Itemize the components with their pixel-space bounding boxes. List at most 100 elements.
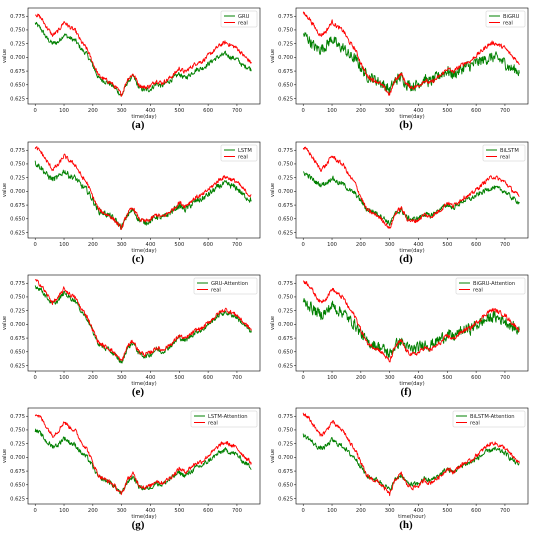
legend-box (193, 277, 258, 295)
legend-label: real (208, 420, 218, 426)
x-tick-label: 300 (117, 242, 127, 248)
x-tick-label: 700 (500, 508, 510, 514)
y-tick-label: 0.725 (10, 41, 25, 47)
legend-box (452, 410, 526, 428)
y-tick-label: 0.750 (278, 295, 293, 301)
y-tick-label: 0.775 (278, 14, 293, 20)
legend-label: real (500, 154, 510, 160)
y-axis-label: value (270, 316, 276, 330)
chart-panel: 0 100 200 300 400 500 600 700 0.625 0.650 0.675 0.7… (2, 141, 261, 265)
y-tick-label: 0.625 (10, 230, 25, 236)
x-tick-label: 300 (117, 508, 127, 514)
panel-caption: (b) (399, 119, 413, 131)
x-tick-label: 700 (232, 108, 242, 114)
series-line-gru (34, 21, 252, 96)
plot-frame (295, 407, 529, 505)
chart-panel: 0 100 200 300 400 500 600 700 0.625 0.650 0.675 0.7… (2, 7, 261, 131)
y-tick-label: 0.700 (10, 189, 25, 195)
y-tick-label: 0.750 (10, 28, 25, 34)
y-tick-label: 0.700 (10, 455, 25, 461)
y-tick-label: 0.725 (10, 175, 25, 181)
x-tick-label: 500 (442, 375, 452, 381)
panel-caption: (f) (401, 386, 412, 398)
x-tick-label: 700 (232, 375, 242, 381)
series-line-real (302, 280, 520, 363)
x-tick-label: 500 (442, 108, 452, 114)
x-tick-label: 400 (414, 242, 424, 248)
x-tick-label: 200 (356, 508, 366, 514)
y-tick-label: 0.750 (10, 162, 25, 168)
series-line-real (34, 414, 252, 496)
series-line-bigru-attention (302, 298, 520, 358)
x-tick-label: 300 (117, 375, 127, 381)
series-line-real (34, 13, 252, 97)
legend-label: GRU-Attention (211, 281, 248, 287)
y-tick-label: 0.750 (278, 428, 293, 434)
chart-panel: 0 100 200 300 400 500 600 700 0.625 0.650 0.675 0.7… (2, 407, 261, 531)
x-tick-label: 700 (232, 242, 242, 248)
y-tick-label: 0.725 (278, 308, 293, 314)
y-tick-label: 0.650 (278, 83, 293, 89)
y-tick-label: 0.700 (278, 455, 293, 461)
y-tick-label: 0.625 (278, 96, 293, 102)
y-tick-label: 0.725 (10, 308, 25, 314)
y-tick-label: 0.700 (10, 322, 25, 328)
plot-frame (27, 274, 261, 372)
x-tick-label: 600 (471, 508, 481, 514)
x-tick-label: 200 (88, 108, 98, 114)
x-tick-label: 600 (203, 242, 213, 248)
x-tick-label: 100 (59, 375, 69, 381)
x-tick-label: 0 (34, 375, 37, 381)
plot-frame (295, 274, 529, 372)
x-tick-label: 700 (500, 108, 510, 114)
y-tick-label: 0.675 (278, 469, 293, 475)
legend-label: BiGRU (503, 14, 520, 20)
x-tick-label: 100 (327, 375, 337, 381)
y-tick-label: 0.725 (278, 175, 293, 181)
x-tick-label: 200 (88, 508, 98, 514)
y-tick-label: 0.675 (10, 203, 25, 209)
y-tick-label: 0.775 (278, 414, 293, 420)
x-tick-label: 500 (174, 508, 184, 514)
x-tick-label: 400 (146, 375, 156, 381)
legend-label: BiGRU-Attention (473, 281, 515, 287)
legend-label: real (473, 287, 483, 293)
x-tick-label: 0 (302, 508, 305, 514)
x-tick-label: 400 (414, 108, 424, 114)
x-tick-label: 0 (302, 375, 305, 381)
y-axis-label: value (2, 449, 8, 463)
plot-frame (27, 7, 261, 105)
y-tick-label: 0.650 (10, 83, 25, 89)
x-axis-label: time(day) (131, 248, 156, 254)
plot-frame (27, 407, 261, 505)
x-tick-label: 600 (471, 242, 481, 248)
x-tick-label: 600 (203, 108, 213, 114)
y-tick-label: 0.750 (10, 428, 25, 434)
y-tick-label: 0.775 (278, 148, 293, 154)
x-tick-label: 600 (471, 108, 481, 114)
y-tick-label: 0.775 (10, 414, 25, 420)
x-tick-label: 200 (356, 242, 366, 248)
panel-caption: (c) (132, 253, 145, 265)
y-tick-label: 0.675 (10, 69, 25, 75)
legend-label: BiLSTM (500, 148, 519, 154)
legend-label: LSTM-Attention (208, 414, 248, 420)
x-axis-label: time(day) (399, 114, 424, 120)
x-tick-label: 300 (117, 108, 127, 114)
y-tick-label: 0.775 (278, 281, 293, 287)
chart-panel: 0 100 200 300 400 500 600 700 0.625 0.650 0.675 0.7… (2, 274, 261, 398)
x-tick-label: 100 (327, 108, 337, 114)
x-tick-label: 400 (414, 375, 424, 381)
plot-frame (295, 141, 529, 239)
x-tick-label: 600 (471, 375, 481, 381)
panel-caption: (a) (132, 119, 145, 131)
legend-label: real (503, 20, 513, 26)
y-tick-label: 0.700 (10, 55, 25, 61)
legend-label: real (238, 20, 248, 26)
x-tick-label: 700 (500, 242, 510, 248)
series-line-real (34, 279, 252, 362)
y-tick-label: 0.675 (278, 69, 293, 75)
x-tick-label: 300 (385, 242, 395, 248)
x-tick-label: 400 (146, 242, 156, 248)
y-axis-label: value (270, 49, 276, 63)
